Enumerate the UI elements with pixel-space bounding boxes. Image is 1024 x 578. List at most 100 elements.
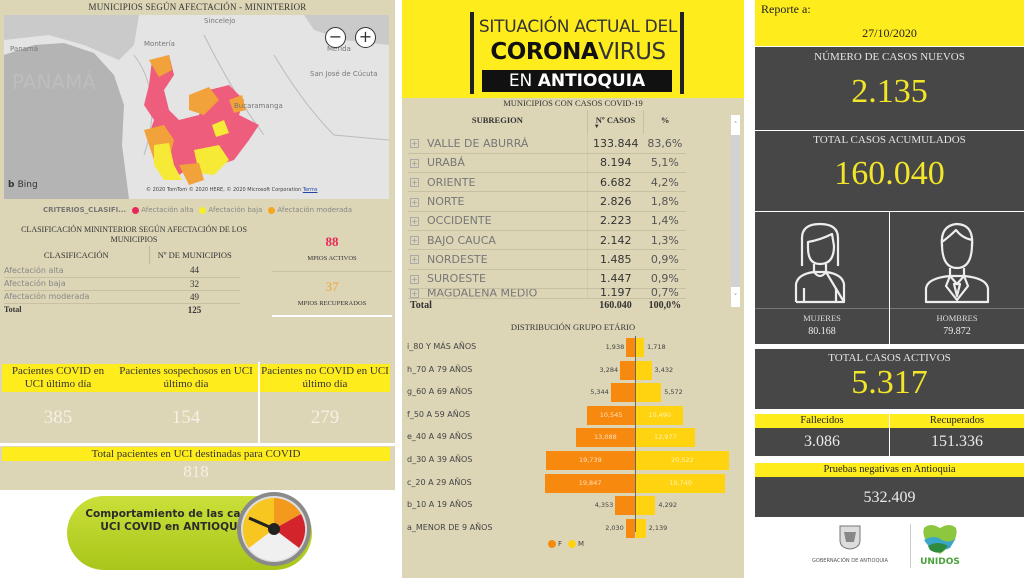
bar-female-value: 13,088 [594, 433, 617, 442]
expand-icon[interactable]: + [410, 216, 419, 226]
uci-sospechosos-title: Pacientes sospechosos en UCI último día [114, 364, 258, 392]
bar-male[interactable] [636, 451, 729, 470]
table-row[interactable]: + BAJO CAUCA 2.142 1,3% [408, 230, 686, 251]
table-row[interactable]: + SUROESTE 1.447 0,9% [408, 269, 686, 289]
bar-female[interactable] [545, 473, 635, 493]
map-zoom-in-button[interactable]: + [355, 27, 376, 48]
new-cases-title: NÚMERO DE CASOS NUEVOS [814, 51, 965, 63]
mpios-activos-label: MPIOS ACTIVOS [307, 255, 357, 262]
recovered-label: Recuperados [890, 414, 1024, 428]
bar-male-value: 5,572 [664, 388, 683, 397]
col-header-classification[interactable]: CLASIFICACIÓN [4, 246, 150, 264]
bar-female[interactable] [620, 360, 635, 380]
map-label-bucaramanga: Bucaramanga [234, 102, 283, 110]
bar-female[interactable] [575, 428, 635, 448]
map-terms-link[interactable]: Terms [302, 187, 318, 193]
mpios-recuperados-card: 37 MPIOS RECUPERADOS [272, 273, 392, 317]
negative-tests-label: Pruebas negativas en Antioquia [755, 463, 1024, 477]
subregion-pct: 1,4% [643, 211, 686, 231]
legend-label: M [578, 540, 585, 548]
deaths-value: 3.086 [755, 428, 889, 456]
expand-icon[interactable]: + [410, 158, 419, 168]
legend-label: Afectación alta [141, 206, 194, 214]
col-header-casos[interactable]: Nº CASOS ▼ [586, 110, 645, 134]
table-total-row: Total 125 [4, 303, 240, 316]
bar-male-value: 2,139 [648, 523, 668, 532]
legend-item-m[interactable]: M [568, 540, 584, 548]
bar-male[interactable] [636, 496, 656, 516]
expand-icon[interactable]: + [410, 288, 419, 298]
bar-female[interactable] [610, 383, 635, 403]
bar-male[interactable] [636, 360, 652, 380]
map-credits: © 2020 TomTom © 2020 HERE, © 2020 Micros… [146, 187, 318, 193]
expand-icon[interactable]: + [410, 236, 419, 246]
map-label-panama-country: PANAMÁ [12, 70, 97, 94]
dot-icon [199, 206, 207, 214]
map-label-panama: Panamá [10, 45, 39, 53]
bar-female[interactable] [615, 496, 635, 516]
legend-field-name: CRITERIOS_CLASIFI... [43, 206, 127, 214]
men-card: HOMBRES 79.872 [890, 212, 1024, 344]
bar-female[interactable] [545, 451, 635, 470]
unidos-heart-icon [923, 525, 957, 554]
total-label: Total [410, 300, 432, 312]
classification-table: CLASIFICACIÓN Nº DE MUNICIPIOS Afectació… [4, 246, 240, 316]
legend-item-f[interactable]: F [548, 540, 562, 548]
bar-female[interactable] [587, 405, 635, 425]
col-header-pct[interactable]: % [660, 115, 670, 125]
map-zoom-out-button[interactable]: − [325, 27, 346, 48]
divider [890, 308, 1024, 309]
col-header-municipios[interactable]: Nº DE MUNICIPIOS [157, 250, 232, 260]
mpios-activos-card: 88 MPIOS ACTIVOS [272, 226, 392, 272]
legend-item-baja[interactable]: Afectación baja [199, 206, 262, 214]
unidos-label: UNIDOS [920, 557, 960, 567]
bar-male[interactable] [636, 473, 726, 493]
logo-divider [910, 524, 911, 568]
scroll-down-icon[interactable]: ˅ [731, 287, 740, 307]
affectation-map[interactable]: Sincelejo Montería Panamá Mérida San Jos… [4, 15, 389, 199]
bar-female-value: 5,344 [590, 388, 609, 397]
map-canvas [4, 15, 389, 199]
report-date: 27/10/2020 [862, 26, 917, 40]
table-row: Afectación moderada 49 [4, 290, 240, 304]
table-row[interactable]: + MAGDALENA MEDIO 1.197 0,7% [408, 287, 686, 299]
expand-icon[interactable]: + [410, 255, 419, 265]
subregion-pct: 5,1% [643, 153, 686, 174]
uci-beds-banner-button[interactable]: Comportamiento de las camas UCI COVID en… [67, 492, 312, 570]
bar-female[interactable] [625, 518, 635, 538]
expand-icon[interactable]: + [410, 197, 419, 207]
table-row[interactable]: + ORIENTE 6.682 4,2% [408, 172, 686, 193]
bar-male[interactable] [636, 518, 646, 538]
table-row[interactable]: + NORTE 2.826 1,8% [408, 191, 686, 212]
scroll-up-icon[interactable]: ˄ [731, 115, 740, 135]
table-row[interactable]: + VALLE DE ABURRÁ 133.844 83,6% [408, 134, 686, 154]
active-cases-title: TOTAL CASOS ACTIVOS [828, 352, 951, 364]
table-row[interactable]: + URABÁ 8.194 5,1% [408, 153, 686, 174]
banner-antioquia: ANTIOQUIA [537, 71, 646, 91]
uci-no-covid-title: Pacientes no COVID en UCI último día [260, 364, 390, 392]
expand-icon[interactable]: + [410, 178, 419, 188]
table-row[interactable]: + NORDESTE 1.485 0,9% [408, 249, 686, 270]
subregion-cases: 6.682 [586, 172, 644, 193]
legend-item-moderada[interactable]: Afectación moderada [268, 206, 352, 214]
bar-male[interactable] [636, 405, 684, 425]
bar-male[interactable] [636, 338, 644, 357]
new-cases-value: 2.135 [851, 73, 928, 110]
table-row[interactable]: + OCCIDENTE 2.223 1,4% [408, 211, 686, 231]
row-label: Afectación alta [4, 264, 149, 278]
bar-male-value: 3,432 [654, 365, 674, 374]
legend-label: F [558, 540, 563, 548]
bar-female-value: 19,739 [578, 456, 602, 464]
total-label: Total [4, 305, 22, 315]
table-scrollbar[interactable]: ˄ ˅ [731, 115, 740, 307]
bar-male[interactable] [636, 428, 695, 448]
col-header-subregion[interactable]: SUBREGION [471, 115, 523, 125]
bar-male[interactable] [636, 383, 662, 403]
age-group-label: a_MENOR DE 9 AÑOS [407, 522, 493, 532]
expand-icon[interactable]: + [410, 139, 419, 149]
uci-covid-value: 385 [43, 407, 73, 428]
bar-female[interactable] [626, 338, 635, 357]
legend-item-alta[interactable]: Afectación alta [132, 206, 193, 214]
women-value: 80.168 [808, 326, 836, 337]
expand-icon[interactable]: + [410, 274, 419, 284]
